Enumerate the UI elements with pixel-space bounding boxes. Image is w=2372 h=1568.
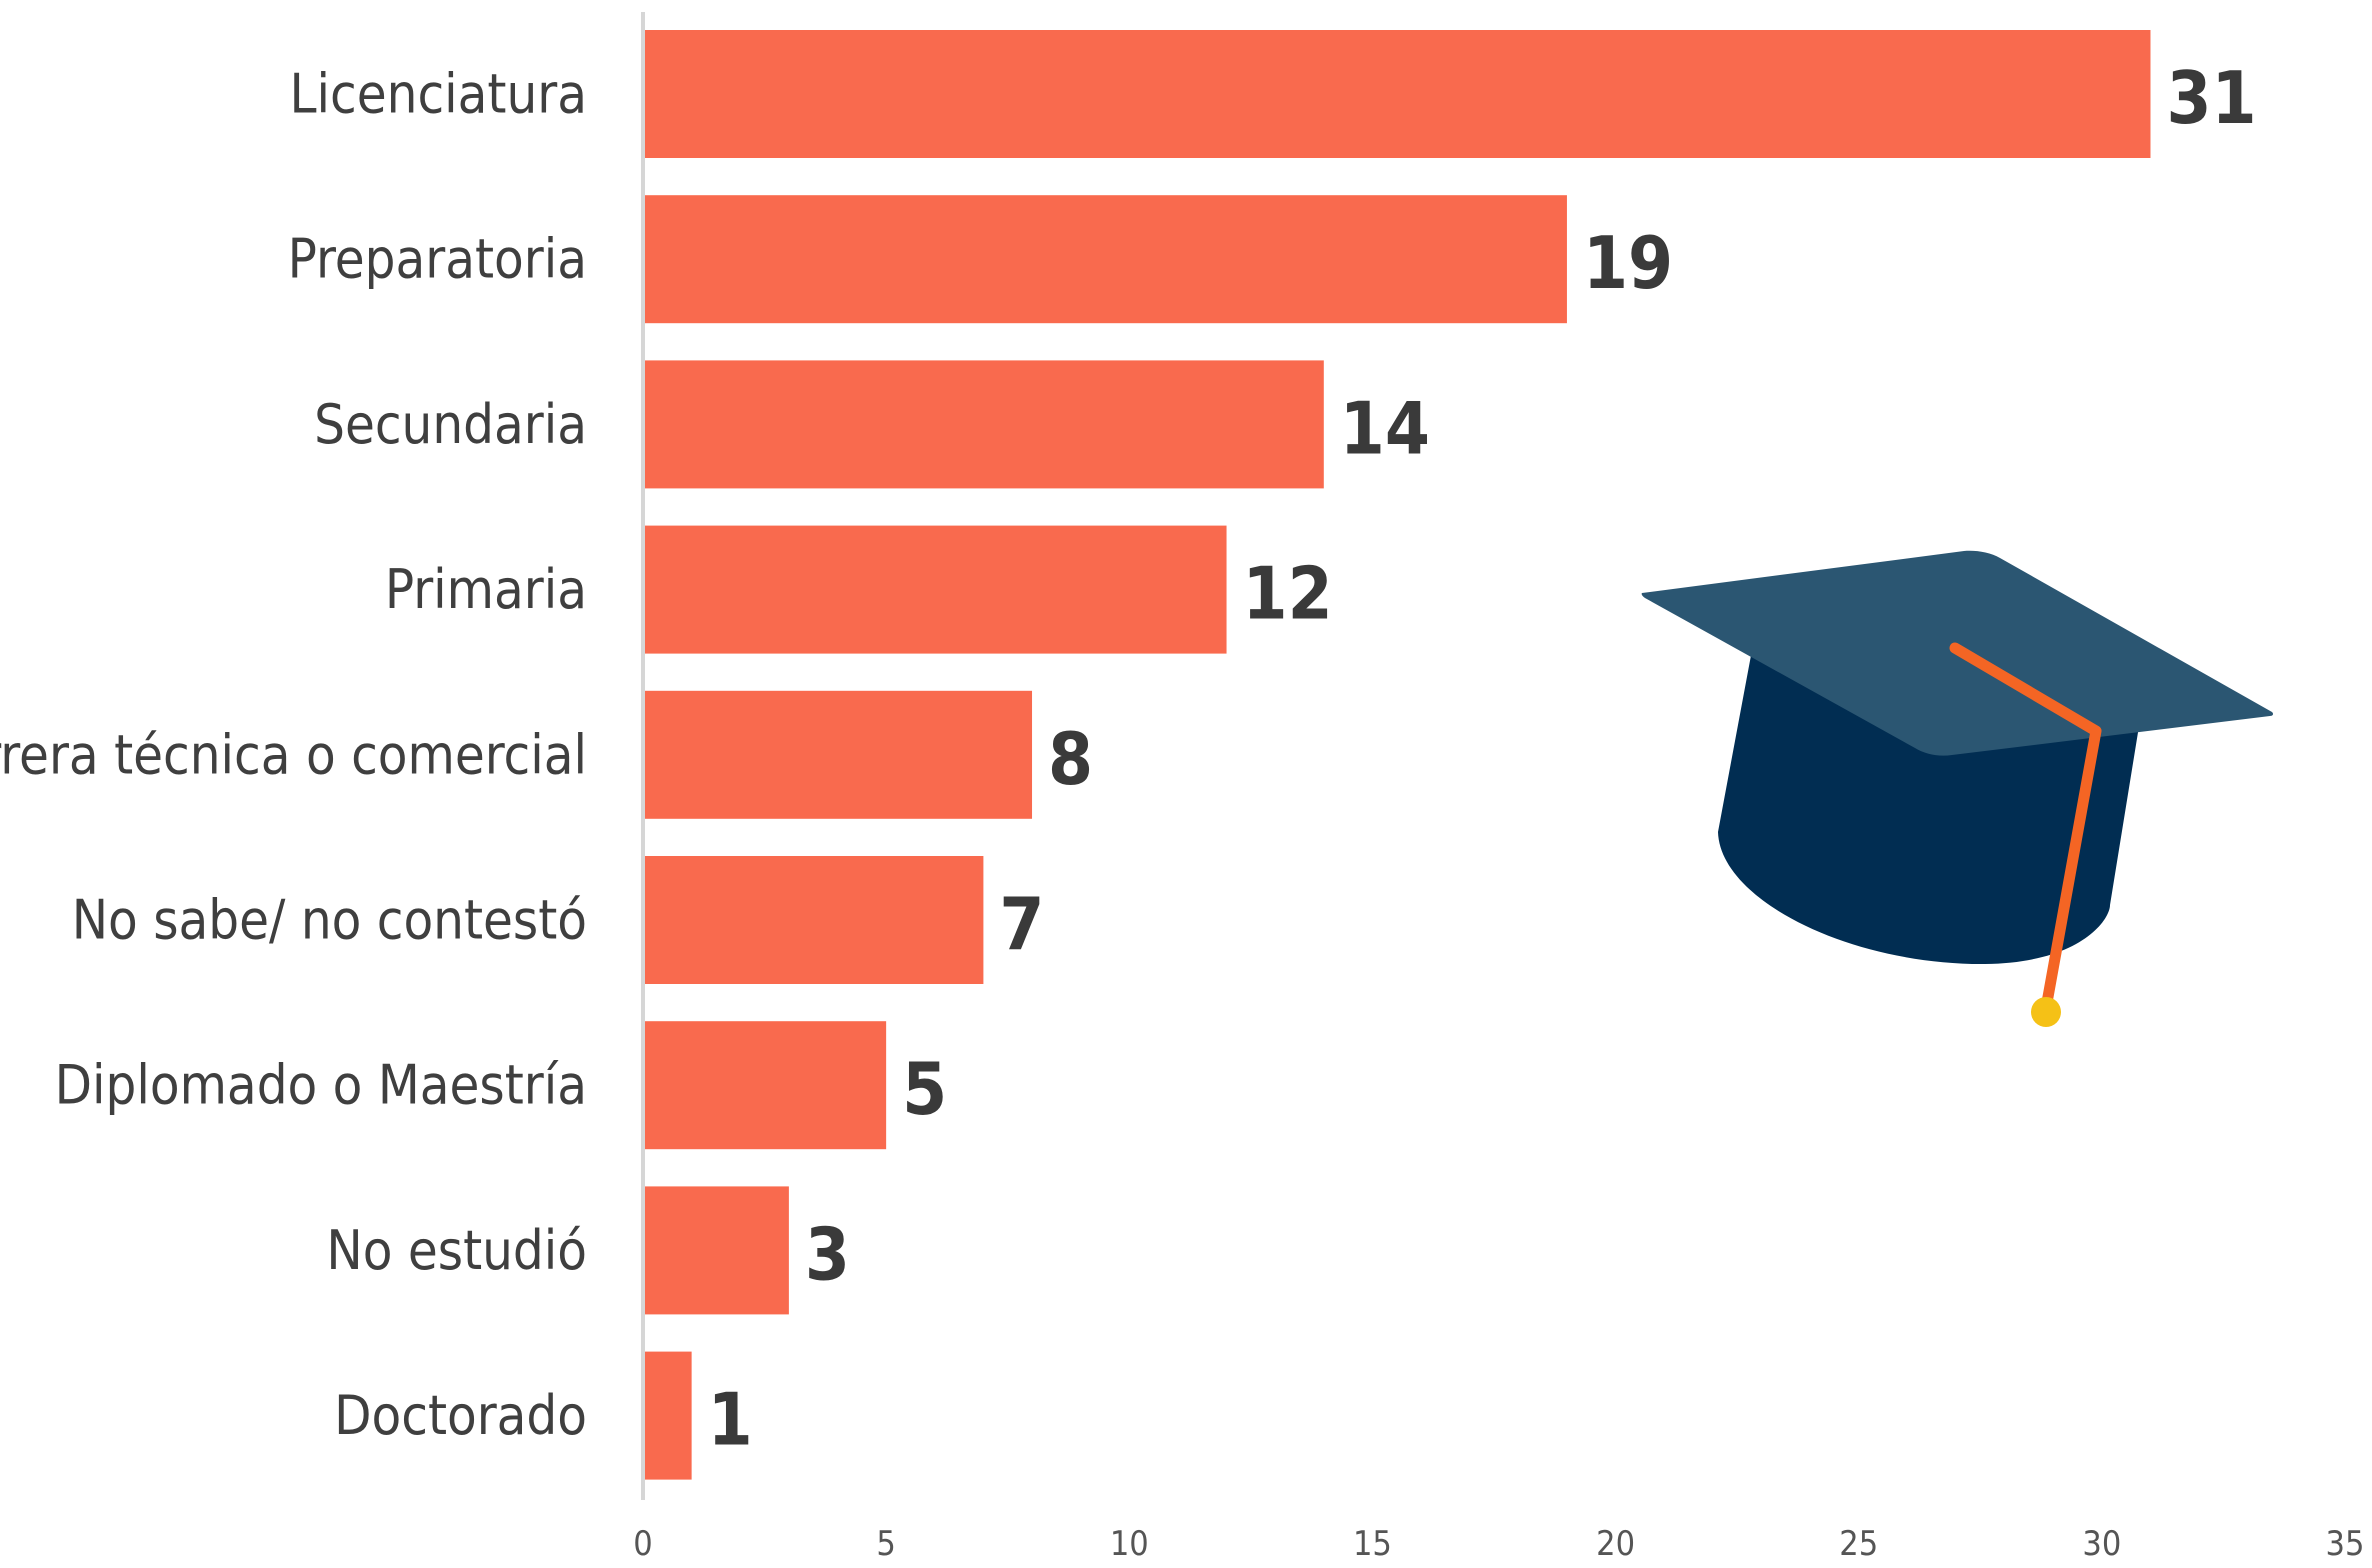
category-label: Licenciatura	[289, 63, 587, 126]
bar	[643, 525, 1227, 654]
x-tick-label: 15	[1353, 1524, 1392, 1564]
x-tick-label: 20	[1596, 1524, 1635, 1564]
x-tick-label: 35	[2326, 1524, 2365, 1564]
category-label: Doctorado	[334, 1384, 587, 1447]
bar	[643, 195, 1567, 324]
data-label: 14	[1340, 386, 1430, 470]
bar	[643, 856, 984, 984]
category-label: Secundaria	[314, 393, 587, 456]
tassel-cord	[1949, 642, 2102, 1014]
bar	[643, 30, 2151, 158]
graduation-cap-icon	[1641, 550, 2274, 1027]
category-label: Carrera técnica o comercial	[0, 723, 587, 786]
x-tick-label: 0	[633, 1524, 652, 1564]
data-label: 12	[1243, 552, 1333, 636]
bars	[643, 30, 2151, 1480]
bar	[643, 690, 1033, 819]
data-label: 31	[2166, 56, 2256, 140]
x-axis-ticks: 0 5 10 15 20 25 30 35	[633, 1524, 2364, 1564]
x-tick-label: 30	[2082, 1524, 2121, 1564]
bar	[643, 1351, 692, 1480]
x-tick-label: 10	[1110, 1524, 1149, 1564]
category-label: Preparatoria	[288, 228, 587, 291]
data-label: 1	[708, 1378, 753, 1462]
category-labels: Licenciatura Preparatoria Secundaria Primar…	[0, 63, 587, 1448]
data-label: 3	[805, 1212, 850, 1296]
bar	[643, 360, 1324, 489]
data-label: 5	[902, 1047, 947, 1131]
x-tick-label: 5	[876, 1524, 895, 1564]
category-label: Primaria	[385, 558, 587, 621]
data-label: 8	[1048, 717, 1093, 801]
x-tick-label: 25	[1839, 1524, 1878, 1564]
data-label: 7	[999, 882, 1044, 966]
bar	[643, 1021, 887, 1150]
bar	[643, 1186, 789, 1315]
data-label: 19	[1583, 221, 1673, 305]
category-label: No estudió	[326, 1219, 587, 1282]
category-label: No sabe/ no contestó	[72, 889, 587, 952]
tassel-end	[2031, 997, 2061, 1027]
category-label: Diplomado o Maestría	[55, 1054, 587, 1117]
